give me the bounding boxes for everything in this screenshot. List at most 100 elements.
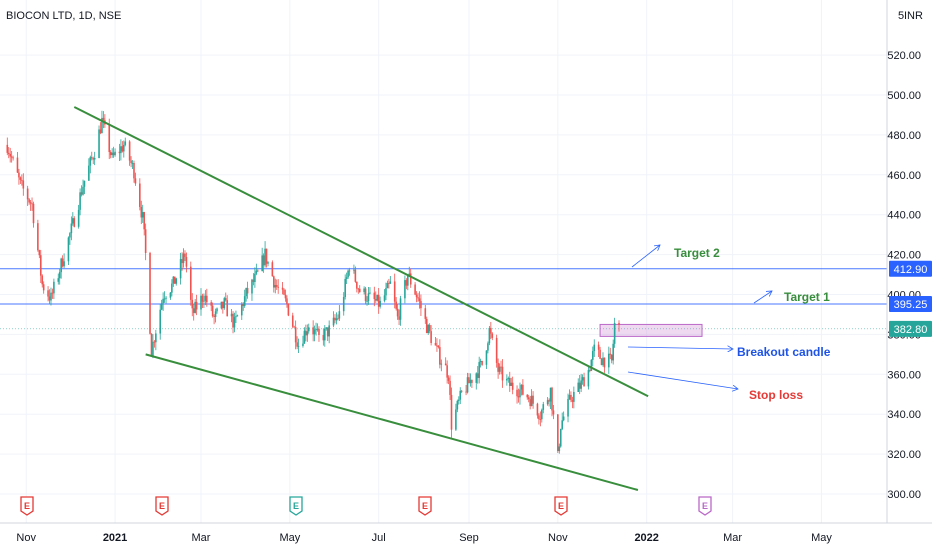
candle[interactable] — [409, 273, 412, 285]
candle[interactable] — [242, 303, 245, 306]
candle[interactable] — [53, 281, 55, 294]
candle[interactable] — [73, 218, 76, 227]
candle[interactable] — [546, 400, 549, 405]
candle[interactable] — [561, 420, 564, 429]
candle[interactable] — [274, 285, 277, 288]
candle[interactable] — [405, 280, 408, 286]
candle[interactable] — [487, 343, 489, 351]
candle[interactable] — [511, 382, 514, 390]
candle[interactable] — [294, 327, 297, 343]
candle[interactable] — [440, 363, 443, 365]
time-axis[interactable]: Nov 2021 Mar May Jul Sep Nov 2022 Mar May — [16, 532, 832, 544]
candle[interactable] — [88, 165, 90, 181]
candle[interactable] — [140, 206, 143, 218]
candle[interactable] — [230, 313, 233, 317]
candle[interactable] — [109, 152, 112, 156]
candle[interactable] — [587, 370, 590, 387]
candle[interactable] — [591, 351, 594, 360]
candle[interactable] — [233, 317, 236, 328]
candle[interactable] — [124, 141, 127, 145]
candle[interactable] — [386, 283, 389, 289]
candle[interactable] — [236, 315, 239, 317]
candle[interactable] — [567, 398, 569, 417]
candle[interactable] — [612, 343, 614, 361]
candle[interactable] — [522, 384, 524, 395]
candle[interactable] — [481, 360, 483, 365]
candle[interactable] — [16, 157, 19, 173]
candle[interactable] — [417, 297, 419, 299]
candle[interactable] — [609, 353, 612, 355]
breakout-candle-arrow[interactable] — [627, 347, 733, 349]
candle[interactable] — [226, 300, 229, 317]
candle[interactable] — [286, 298, 288, 304]
candle[interactable] — [108, 124, 111, 153]
candle[interactable] — [287, 303, 290, 316]
candle[interactable] — [603, 357, 606, 368]
candle[interactable] — [6, 144, 9, 153]
candle[interactable] — [220, 301, 223, 309]
candle[interactable] — [608, 353, 610, 368]
candle[interactable] — [551, 387, 553, 411]
candle[interactable] — [578, 382, 581, 389]
candle[interactable] — [610, 354, 613, 361]
candle[interactable] — [112, 152, 115, 156]
candle[interactable] — [376, 294, 379, 301]
candle[interactable] — [82, 186, 84, 195]
candle[interactable] — [357, 288, 360, 290]
candle[interactable] — [255, 270, 258, 274]
candle[interactable] — [160, 303, 163, 310]
candle[interactable] — [602, 357, 604, 366]
candle[interactable] — [420, 301, 422, 309]
candle[interactable] — [593, 344, 596, 352]
candle[interactable] — [70, 223, 73, 234]
candle[interactable] — [323, 328, 326, 341]
candle[interactable] — [430, 331, 432, 343]
candle[interactable] — [328, 325, 330, 337]
candle[interactable] — [408, 273, 411, 276]
candle[interactable] — [275, 285, 278, 287]
candle[interactable] — [12, 157, 14, 159]
target-2-level-tag[interactable] — [889, 260, 932, 277]
candle[interactable] — [460, 390, 463, 392]
candle[interactable] — [415, 294, 418, 298]
candle[interactable] — [150, 333, 153, 357]
candle[interactable] — [618, 322, 620, 325]
candle[interactable] — [519, 389, 521, 398]
candle[interactable] — [191, 299, 194, 309]
candle[interactable] — [389, 281, 392, 284]
candle[interactable] — [149, 252, 151, 334]
candle[interactable] — [399, 298, 402, 320]
candle[interactable] — [80, 192, 83, 195]
candle[interactable] — [152, 341, 154, 357]
candle[interactable] — [189, 266, 192, 300]
candle[interactable] — [353, 269, 355, 271]
candle[interactable] — [72, 218, 74, 224]
candle[interactable] — [224, 298, 227, 301]
candle[interactable] — [538, 415, 540, 420]
candle[interactable] — [206, 295, 208, 303]
candle[interactable] — [7, 152, 10, 154]
candle[interactable] — [192, 308, 195, 313]
candle[interactable] — [172, 276, 175, 284]
price-axis[interactable]: 300.00320.00340.00360.00380.00400.00420.… — [0, 0, 932, 524]
candle[interactable] — [51, 292, 54, 294]
candle[interactable] — [455, 409, 457, 430]
candle[interactable] — [38, 250, 41, 256]
candle[interactable] — [293, 326, 296, 328]
candle[interactable] — [548, 400, 550, 402]
candle[interactable] — [123, 144, 125, 152]
candle[interactable] — [456, 400, 459, 410]
candle[interactable] — [334, 317, 336, 321]
candle[interactable] — [296, 342, 298, 347]
candle[interactable] — [393, 281, 396, 302]
candle[interactable] — [449, 380, 451, 395]
candle[interactable] — [98, 129, 100, 159]
candle[interactable] — [121, 146, 124, 152]
candle[interactable] — [240, 303, 243, 316]
candle[interactable] — [500, 366, 502, 368]
candle[interactable] — [29, 202, 32, 204]
candle[interactable] — [89, 157, 92, 166]
candle[interactable] — [303, 330, 306, 344]
stop-loss-arrow[interactable] — [627, 371, 738, 389]
candle[interactable] — [322, 335, 325, 341]
